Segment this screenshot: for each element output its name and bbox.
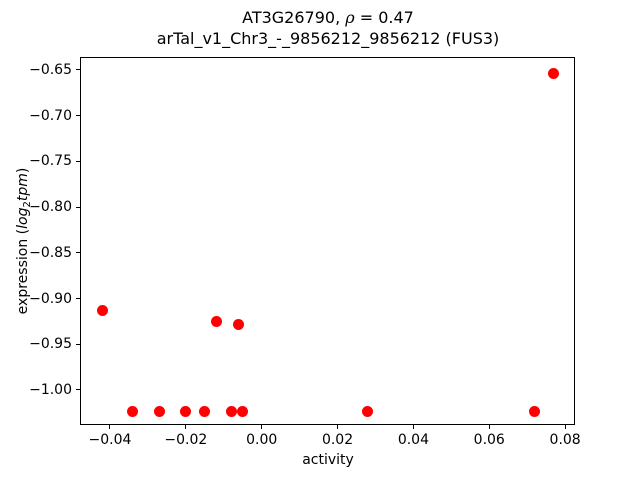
scatter-point [180, 405, 192, 417]
chart-title: AT3G26790, ρ = 0.47 arTal_v1_Chr3_-_9856… [80, 7, 576, 49]
x-axis-tick-mark [109, 425, 111, 429]
x-axis-tick-mark [488, 425, 490, 429]
y-axis-tick-mark [76, 206, 80, 208]
y-axis-tick-mark [76, 160, 80, 162]
title-rho-symbol: ρ [345, 8, 355, 27]
y-axis-tick-mark [76, 252, 80, 254]
y-axis-tick-label: −1.00 [29, 381, 72, 398]
x-axis-tick-label: 0.00 [246, 432, 278, 448]
y-axis-tick-mark [76, 298, 80, 300]
x-axis-tick-label: 0.04 [397, 432, 429, 448]
x-axis-tick-label: −0.04 [88, 432, 132, 448]
x-axis-tick-label: 0.02 [321, 432, 354, 448]
x-axis-tick-mark [564, 425, 566, 429]
chart-title-line2: arTal_v1_Chr3_-_9856212_9856212 (FUS3) [156, 29, 500, 48]
scatter-point [237, 405, 249, 417]
y-axis-label-tpm: tpm [15, 173, 31, 202]
y-axis-tick-mark [76, 115, 80, 117]
chart-title-line1: AT3G26790, ρ = 0.47 [80, 7, 576, 28]
y-axis-tick-mark [76, 389, 80, 391]
x-axis-tick-mark [261, 425, 263, 429]
y-axis-tick-label: −0.85 [29, 244, 72, 261]
x-axis-tick-label: −0.02 [164, 432, 208, 448]
plot-area [80, 57, 575, 425]
x-axis-tick-label: 0.06 [473, 432, 505, 448]
y-axis-tick-label: −0.80 [29, 199, 72, 216]
y-axis-tick-mark [76, 343, 80, 345]
y-axis-tick-label: −0.90 [29, 290, 72, 307]
y-axis-tick-label: −0.95 [29, 336, 72, 353]
x-axis-tick-mark [412, 425, 414, 429]
scatter-point [127, 405, 139, 417]
scatter-point [210, 315, 222, 327]
y-axis-tick-label: −0.70 [29, 107, 72, 124]
x-axis-tick-label: 0.08 [549, 432, 581, 448]
scatter-point [225, 405, 237, 417]
x-axis-tick-mark [337, 425, 339, 429]
x-axis-tick-mark [185, 425, 187, 429]
scatter-point [233, 318, 245, 330]
scatter-point [153, 405, 165, 417]
y-axis-tick-label: −0.75 [29, 153, 72, 170]
title-gene-id: AT3G26790, [242, 8, 346, 27]
y-axis-tick-label: −0.65 [29, 61, 72, 78]
scatter-point [362, 405, 374, 417]
y-axis-tick-mark [76, 69, 80, 71]
x-axis-label: activity [302, 452, 354, 468]
scatter-point [199, 405, 211, 417]
title-rho-value: = 0.47 [354, 8, 414, 27]
scatter-point [548, 68, 560, 80]
scatter-point [529, 405, 541, 417]
scatter-point [96, 304, 108, 316]
